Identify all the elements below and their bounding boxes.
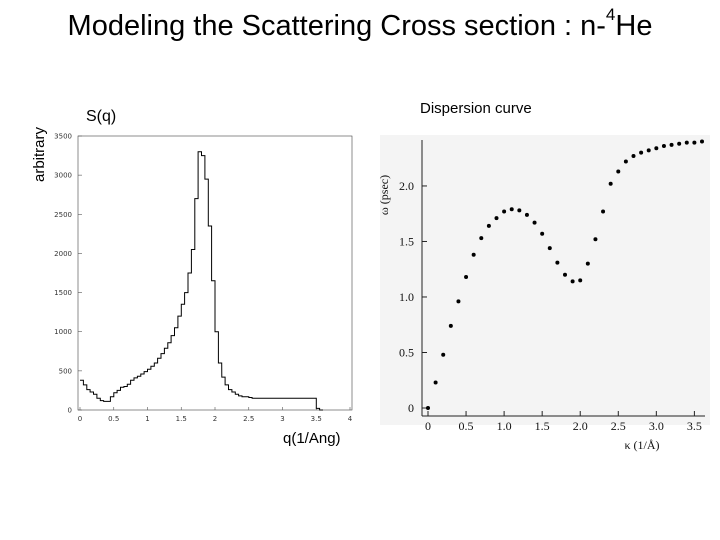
sq-y-tick-label: 0 [68, 407, 72, 415]
dispersion-y-tick-label: 0 [408, 401, 414, 415]
dispersion-y-tick-label: 2.0 [399, 179, 414, 193]
sq-chart: 0 0.5 1 1.5 2 2.5 3 3.5 4 0 500 1000 1500 2000 2500 300… [54, 133, 353, 424]
dispersion-point [471, 252, 476, 257]
dispersion-point [426, 406, 430, 410]
dispersion-point [494, 216, 499, 221]
sq-x-tick-label: 4 [348, 415, 353, 423]
dispersion-x-tick-label: 1.5 [535, 419, 550, 433]
dispersion-x-tick-label: 1.0 [497, 419, 512, 433]
dispersion-point [532, 220, 537, 225]
dispersion-y-tick-label: 1.0 [399, 290, 414, 304]
sq-x-tick-label: 3 [280, 415, 284, 423]
dispersion-x-axis-label: κ (1/Å) [624, 438, 659, 452]
sq-x-tick-label: 0.5 [108, 415, 119, 423]
dispersion-point [464, 274, 469, 279]
dispersion-point [601, 209, 606, 214]
title-superscript: 4 [605, 5, 616, 24]
dispersion-point [479, 236, 484, 241]
dispersion-y-tick-label: 0.5 [399, 345, 414, 359]
dispersion-point [578, 278, 583, 283]
dispersion-point [677, 141, 682, 146]
sq-x-tick-label: 2 [213, 415, 217, 423]
sq-series-label: S(q) [86, 108, 117, 125]
dispersion-point [639, 150, 644, 155]
dispersion-point [486, 223, 491, 228]
dispersion-point [684, 140, 689, 145]
dispersion-point [441, 352, 446, 357]
dispersion-point [433, 380, 438, 385]
dispersion-point [661, 143, 666, 148]
dispersion-x-tick-label: 3.0 [649, 419, 664, 433]
sq-y-tick-label: 2000 [54, 250, 72, 258]
dispersion-point [540, 231, 545, 236]
sq-plot-frame [77, 135, 353, 411]
sq-y-tick-label: 1000 [54, 328, 72, 336]
sq-x-tick-label: 0 [78, 415, 82, 423]
dispersion-x-tick-label: 3.5 [687, 419, 702, 433]
dispersion-point [700, 139, 704, 144]
sq-histogram-line [80, 151, 323, 411]
dispersion-point [631, 153, 636, 158]
sq-x-tick-label: 3.5 [311, 415, 322, 423]
sq-y-tick-label: 500 [59, 367, 72, 375]
dispersion-point [547, 246, 552, 251]
sq-y-tick-label: 3000 [54, 172, 72, 180]
dispersion-point [654, 146, 659, 151]
dispersion-point [456, 299, 461, 304]
dispersion-point [555, 260, 560, 265]
dispersion-plot-frame [380, 135, 710, 425]
dispersion-x-tick-label: 0 [425, 419, 431, 433]
dispersion-point [448, 323, 453, 328]
left-x-axis-label: q(1/Ang) [283, 430, 341, 447]
sq-x-tick-label: 1.5 [176, 415, 187, 423]
dispersion-title: Dispersion curve [420, 100, 532, 117]
dispersion-point [524, 212, 529, 217]
sq-y-tick-label: 1500 [54, 289, 72, 297]
dispersion-y-tick-label: 1.5 [399, 234, 414, 248]
dispersion-chart: ω (psec) κ (1/Å) 0 0.5 1.0 1.5 2.0 2.5 3.0 3.5 0… [377, 135, 710, 452]
dispersion-point [692, 140, 697, 145]
dispersion-point [646, 148, 651, 153]
sq-y-tick-label: 2500 [54, 211, 72, 219]
dispersion-point [502, 209, 507, 214]
sq-y-tick-label: 3500 [54, 133, 72, 141]
sq-x-tick-label: 2.5 [243, 415, 254, 423]
dispersion-x-tick-label: 2.0 [573, 419, 588, 433]
title-tail: He [615, 10, 653, 42]
dispersion-x-tick-label: 0.5 [459, 419, 474, 433]
dispersion-point [563, 272, 567, 277]
dispersion-point [570, 279, 575, 284]
dispersion-point [585, 261, 590, 266]
dispersion-point [608, 181, 613, 186]
dispersion-y-axis-label: ω (psec) [377, 175, 391, 215]
dispersion-point [517, 208, 522, 213]
dispersion-point [509, 207, 514, 212]
sq-x-tick-label: 1 [145, 415, 149, 423]
dispersion-point [593, 237, 598, 242]
slide-title: Modeling the Scattering Cross section : … [0, 6, 720, 43]
title-main: Modeling the Scattering Cross section : … [67, 10, 606, 42]
dispersion-point [616, 169, 621, 174]
dispersion-point [623, 159, 628, 164]
dispersion-x-tick-label: 2.5 [611, 419, 626, 433]
dispersion-point [669, 142, 674, 147]
